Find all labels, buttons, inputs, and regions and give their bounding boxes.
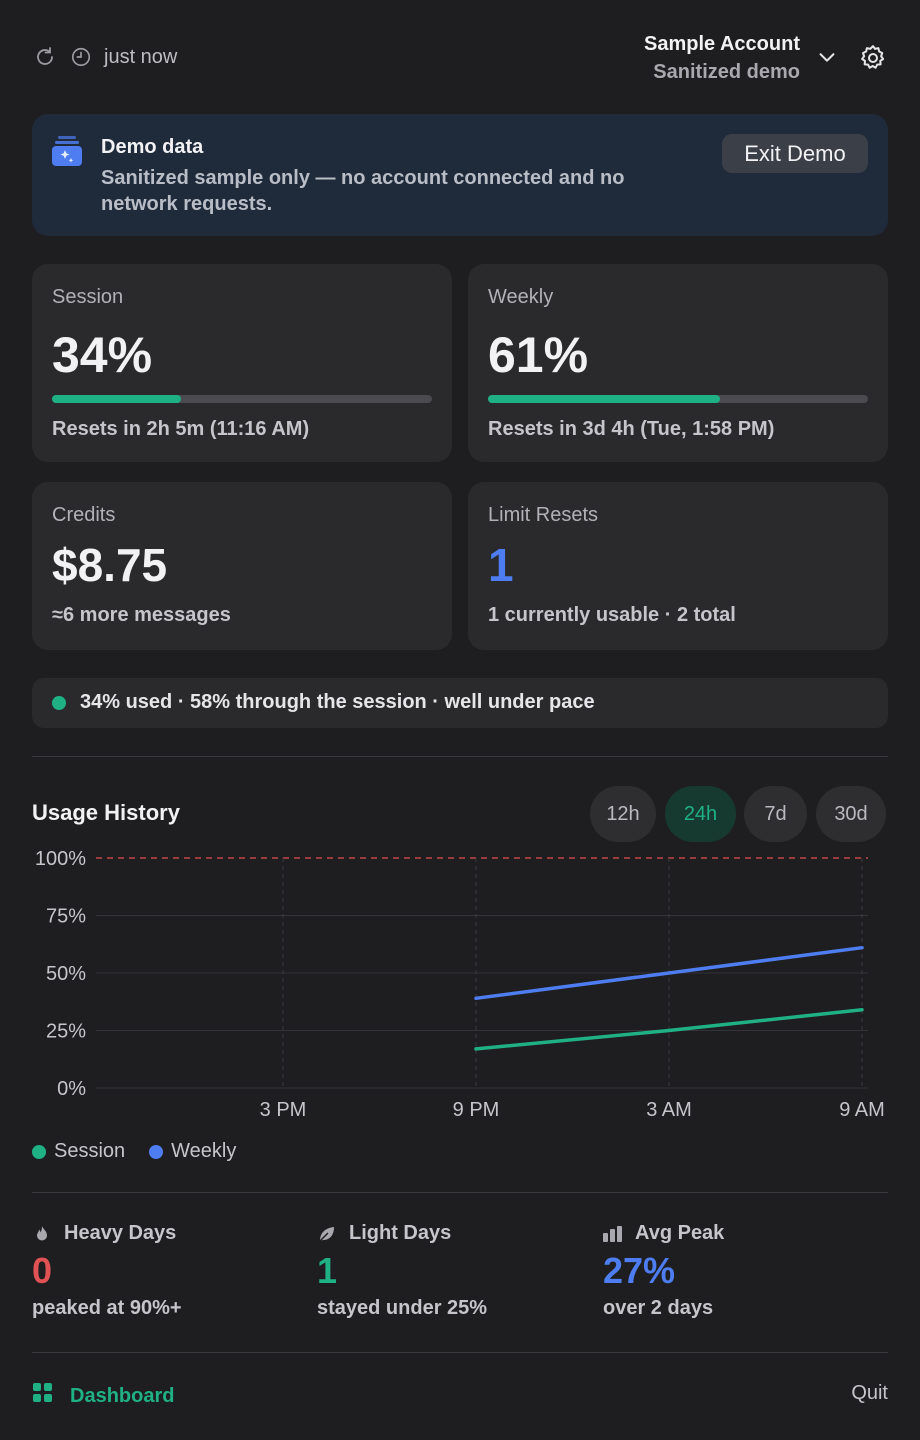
session-title: Session [52, 286, 123, 309]
legend-weekly: Weekly [149, 1140, 236, 1163]
account-switcher[interactable]: Sample Account Sanitized demo [644, 30, 800, 82]
heavy-days-value: 0 [32, 1251, 312, 1291]
weekly-title: Weekly [488, 286, 553, 309]
chart-legend: Session Weekly [32, 1140, 236, 1163]
range-12h-button[interactable]: 12h [590, 786, 656, 842]
y-tick-label: 75% [46, 906, 86, 928]
session-value: 34% [52, 326, 152, 384]
top-bar: just now Sample Account Sanitized demo [32, 30, 888, 90]
y-tick-label: 50% [46, 963, 86, 985]
quit-button[interactable]: Quit [851, 1382, 888, 1405]
pace-status: 34% used · 58% through the session · wel… [32, 678, 888, 728]
limit-resets-value: 1 [488, 538, 514, 592]
exit-demo-button[interactable]: Exit Demo [722, 134, 868, 173]
heavy-days-sub: peaked at 90%+ [32, 1297, 312, 1320]
clock-icon [68, 44, 94, 70]
update-status: just now [32, 44, 177, 70]
usage-history-chart: 100% 75% 50% 25% 0% 3 PM 9 PM 3 AM 9 AM [32, 840, 888, 1130]
limit-resets-card: Limit Resets 1 1 currently usable · 2 to… [468, 482, 888, 650]
weekly-progress-fill [488, 395, 720, 403]
x-tick-label: 9 PM [453, 1099, 500, 1121]
flame-icon [32, 1224, 52, 1244]
y-tick-label: 25% [46, 1021, 86, 1043]
divider [32, 1352, 888, 1353]
heavy-days-label: Heavy Days [64, 1222, 176, 1245]
last-updated-text: just now [104, 46, 177, 69]
account-name: Sample Account [644, 34, 800, 54]
weekly-value: 61% [488, 326, 588, 384]
y-tick-label: 0% [57, 1078, 86, 1100]
demo-banner: Demo data Sanitized sample only — no acc… [32, 114, 888, 236]
avg-peak-value: 27% [603, 1251, 883, 1291]
banner-description: Sanitized sample only — no account conne… [101, 165, 701, 217]
dashboard-button[interactable]: Dashboard [32, 1382, 174, 1410]
weekly-card: Weekly 61% Resets in 3d 4h (Tue, 1:58 PM… [468, 264, 888, 462]
credits-title: Credits [52, 504, 115, 527]
legend-session-label: Session [54, 1140, 125, 1163]
gear-icon[interactable] [858, 43, 888, 78]
session-card: Session 34% Resets in 2h 5m (11:16 AM) [32, 264, 452, 462]
bar-chart-icon [603, 1224, 623, 1244]
limit-resets-foot: 1 currently usable · 2 total [488, 604, 736, 627]
limit-resets-title: Limit Resets [488, 504, 598, 527]
usage-history-title: Usage History [32, 800, 180, 826]
session-progress-track [52, 395, 432, 403]
x-tick-label: 3 PM [260, 1099, 307, 1121]
pace-status-text: 34% used · 58% through the session · wel… [80, 691, 595, 714]
weekly-progress-track [488, 395, 868, 403]
legend-weekly-swatch [149, 1145, 163, 1159]
y-tick-label: 100% [35, 848, 86, 870]
light-days-label: Light Days [349, 1222, 451, 1245]
banner-title: Demo data [101, 136, 203, 159]
leaf-icon [317, 1224, 337, 1244]
light-days-sub: stayed under 25% [317, 1297, 597, 1320]
legend-weekly-label: Weekly [171, 1140, 236, 1163]
range-30d-button[interactable]: 30d [816, 786, 886, 842]
legend-session: Session [32, 1140, 125, 1163]
credits-foot: ≈6 more messages [52, 604, 231, 627]
light-days-value: 1 [317, 1251, 597, 1291]
session-progress-fill [52, 395, 181, 403]
pace-status-dot [52, 696, 66, 710]
avg-peak-stat: Avg Peak 27% over 2 days [603, 1222, 883, 1320]
account-subtitle: Sanitized demo [644, 62, 800, 82]
x-tick-label: 9 AM [839, 1099, 885, 1121]
heavy-days-stat: Heavy Days 0 peaked at 90%+ [32, 1222, 312, 1320]
avg-peak-sub: over 2 days [603, 1297, 883, 1320]
range-7d-button[interactable]: 7d [744, 786, 807, 842]
refresh-icon[interactable] [32, 44, 58, 70]
credits-value: $8.75 [52, 538, 167, 592]
weekly-reset-text: Resets in 3d 4h (Tue, 1:58 PM) [488, 418, 774, 441]
dashboard-label: Dashboard [70, 1385, 174, 1408]
divider [32, 1192, 888, 1193]
session-reset-text: Resets in 2h 5m (11:16 AM) [52, 418, 309, 441]
light-days-stat: Light Days 1 stayed under 25% [317, 1222, 597, 1320]
legend-session-swatch [32, 1145, 46, 1159]
avg-peak-label: Avg Peak [635, 1222, 724, 1245]
sparkle-stack-icon [52, 136, 82, 173]
grid-icon [32, 1382, 54, 1410]
credits-card: Credits $8.75 ≈6 more messages [32, 482, 452, 650]
x-tick-label: 3 AM [646, 1099, 692, 1121]
range-24h-button[interactable]: 24h [665, 786, 736, 842]
chevron-down-icon[interactable] [816, 46, 838, 73]
divider [32, 756, 888, 757]
